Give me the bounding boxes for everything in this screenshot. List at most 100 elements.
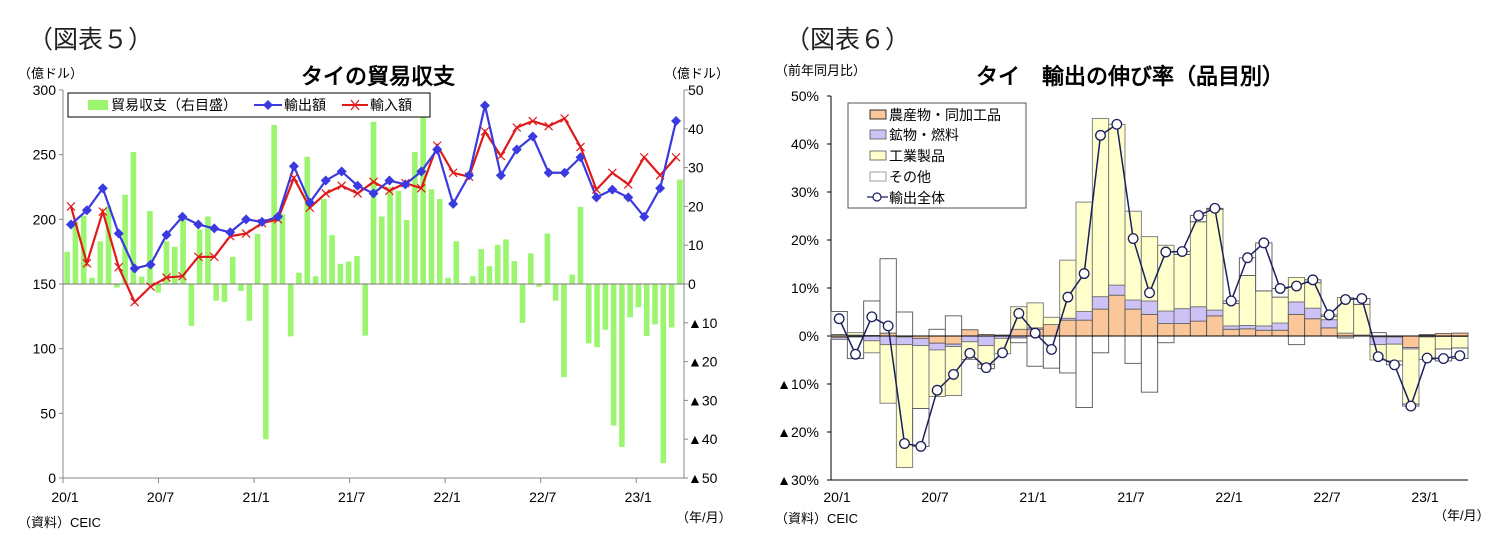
imports-point xyxy=(623,179,633,189)
chart1-right-unit: （億ドル） xyxy=(664,66,729,81)
exports-point xyxy=(495,170,506,181)
legend-imports: 輸入額 xyxy=(370,97,412,113)
y2-tick-label: 10 xyxy=(688,237,704,253)
imports-point xyxy=(98,207,108,216)
total-point xyxy=(1454,350,1466,362)
manuf-bar xyxy=(1222,302,1240,327)
exports-point xyxy=(559,167,570,178)
legend-agri: 農産物・同加工品 xyxy=(889,107,1001,123)
total-point xyxy=(980,362,992,374)
chart2-x-unit: （年/月） xyxy=(1434,508,1490,523)
manuf-bar xyxy=(1385,343,1404,362)
balance-bar xyxy=(668,284,675,328)
mineral-bar xyxy=(1124,299,1142,310)
balance-bar xyxy=(436,199,443,284)
imports-point xyxy=(209,252,219,262)
x-tick-label: 22/1 xyxy=(434,489,461,505)
x-tick-label: 22/7 xyxy=(1313,489,1340,505)
exports-point xyxy=(272,211,283,222)
diamond-marker-icon xyxy=(263,100,273,110)
total-point xyxy=(1127,233,1139,245)
other-bar xyxy=(1059,335,1077,374)
imports-point xyxy=(369,177,378,187)
balance-bar xyxy=(321,199,327,284)
mineral-bar xyxy=(1140,300,1159,315)
total-point xyxy=(964,347,976,359)
exports-point xyxy=(97,183,108,194)
exports-point xyxy=(368,188,379,199)
y-tick-label: 200 xyxy=(33,211,57,227)
exports-point xyxy=(591,192,602,203)
y2-tick-label: ▲40 xyxy=(688,431,718,447)
total-point xyxy=(1062,291,1074,303)
exports-point xyxy=(193,219,204,230)
balance-bar xyxy=(503,239,509,284)
imports-point xyxy=(146,282,156,292)
balance-bar xyxy=(536,284,542,287)
balance-bar xyxy=(577,206,584,284)
chart1-legend: 貿易収支（右目盛） 輸出額 輸入額 xyxy=(67,92,431,118)
mineral-bar xyxy=(1238,324,1257,330)
balance-bar xyxy=(354,256,360,284)
exports-point xyxy=(400,179,411,190)
x-marker-icon xyxy=(350,99,360,111)
chart1-left-unit: （億ドル） xyxy=(18,66,83,81)
legend-mineral: 鉱物・燃料 xyxy=(889,127,959,143)
other-bar xyxy=(895,311,914,337)
balance-bar xyxy=(610,284,617,426)
x-tick-label: 22/7 xyxy=(529,489,556,505)
y-tick-label: 300 xyxy=(33,82,57,98)
exports-point xyxy=(129,263,140,274)
agri-bar xyxy=(1075,319,1093,337)
exports-point xyxy=(655,183,666,194)
total-point xyxy=(1340,294,1351,305)
manuf-bar xyxy=(1206,208,1224,311)
balance-bar xyxy=(412,152,418,284)
mineral-bar xyxy=(863,335,881,342)
manuf-bar xyxy=(1451,336,1469,349)
y-tick-label: ▲20% xyxy=(777,424,819,440)
balance-bar xyxy=(494,244,501,284)
exports-point xyxy=(161,229,172,240)
mineral-bar xyxy=(912,337,930,347)
mineral-bar xyxy=(895,336,914,346)
y2-tick-label: ▲30 xyxy=(688,392,718,408)
total-point xyxy=(931,384,943,396)
x-tick-label: 20/7 xyxy=(921,489,948,505)
exports-point xyxy=(384,175,395,186)
exports-point xyxy=(145,259,156,270)
agri-bar xyxy=(1059,319,1077,337)
y-tick-label: 150 xyxy=(33,276,57,292)
imports-point xyxy=(512,123,522,132)
balance-bar xyxy=(511,261,518,284)
imports-point xyxy=(528,116,538,126)
total-point xyxy=(1356,293,1368,305)
total-point xyxy=(1405,400,1417,412)
x-tick-label: 22/1 xyxy=(1215,489,1242,505)
balance-bar xyxy=(544,233,551,284)
balance-bar xyxy=(594,284,600,348)
exports-point xyxy=(65,219,76,230)
balance-bar xyxy=(387,187,393,284)
exports-point xyxy=(432,144,443,155)
exports-point xyxy=(448,198,459,209)
balance-bar xyxy=(552,284,559,301)
mineral-bar xyxy=(1271,322,1289,331)
x-tick-label: 20/7 xyxy=(147,489,174,505)
imports-point xyxy=(162,273,171,282)
balance-bar xyxy=(660,284,667,464)
agri-bar xyxy=(944,335,963,345)
imports-point xyxy=(655,170,665,180)
imports-point xyxy=(193,252,203,262)
imports-point xyxy=(321,189,331,198)
imports-point xyxy=(591,185,601,195)
imports-point xyxy=(66,201,76,211)
y2-tick-label: 30 xyxy=(688,160,704,176)
manuf-bar xyxy=(1173,253,1191,310)
imports-point xyxy=(130,297,140,307)
manuf-bar xyxy=(1189,221,1208,308)
balance-bar xyxy=(64,251,70,284)
agri-bar xyxy=(1173,323,1191,337)
balance-bar xyxy=(428,189,435,284)
